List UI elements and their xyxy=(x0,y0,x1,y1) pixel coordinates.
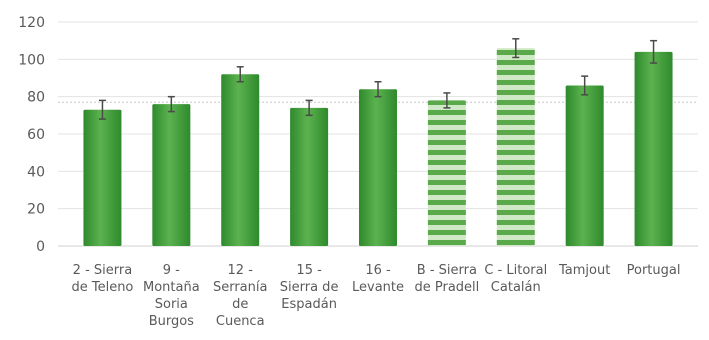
x-axis-labels: 2 - Sierra de Teleno 9 - Montaña Soria Burgos… xyxy=(71,263,680,329)
bar xyxy=(359,89,397,246)
bar xyxy=(152,104,191,246)
x-category-label: 16 - Levante xyxy=(352,263,404,295)
x-category-label-line: 12 - xyxy=(228,263,254,278)
x-category-label-line: de Teleno xyxy=(71,280,133,295)
x-category-label: 2 - Sierra de Teleno xyxy=(71,263,133,295)
x-category-label-line: Montaña xyxy=(143,280,200,295)
x-category-label-line: de xyxy=(232,297,248,312)
x-category-label-line: Soria xyxy=(155,297,188,312)
x-category-label: Tamjout xyxy=(558,263,610,278)
y-axis-ticks: 0 20 40 60 80 100 120 xyxy=(18,15,45,255)
y-tick-label: 20 xyxy=(27,202,45,218)
bar xyxy=(427,100,466,247)
y-tick-label: 40 xyxy=(27,164,45,180)
x-category-label: B - Sierra de Pradell xyxy=(414,263,479,295)
x-category-label-line: 2 - Sierra xyxy=(73,263,133,278)
x-category-label-line: Espadán xyxy=(281,297,337,312)
error-bars xyxy=(98,38,658,120)
x-category-label-line: Sierra de xyxy=(280,280,339,295)
x-category-label-line: 16 - xyxy=(365,263,391,278)
bar xyxy=(83,109,122,246)
bar xyxy=(634,51,673,246)
x-category-label: 15 - Sierra de Espadán xyxy=(280,263,339,312)
x-category-label-line: Levante xyxy=(352,280,404,295)
x-category-label: 12 - Serranía de Cuenca xyxy=(213,263,268,329)
x-category-label-line: Tamjout xyxy=(558,263,610,278)
bar xyxy=(290,107,329,246)
bar xyxy=(496,48,535,247)
x-category-label-line: C - Litoral xyxy=(484,263,547,278)
bar xyxy=(221,74,260,247)
bar xyxy=(565,85,604,246)
x-category-label-line: Burgos xyxy=(149,314,194,329)
x-category-label-line: Serranía xyxy=(213,280,268,295)
y-tick-label: 80 xyxy=(27,90,45,106)
x-category-label-line: Portugal xyxy=(627,263,681,278)
x-category-label-line: Catalán xyxy=(491,280,541,295)
y-tick-label: 60 xyxy=(27,127,45,143)
x-category-label-line: B - Sierra xyxy=(417,263,477,278)
x-category-label: C - Litoral Catalán xyxy=(484,263,547,295)
x-category-label: 9 - Montaña Soria Burgos xyxy=(143,263,200,329)
x-category-label-line: 15 - xyxy=(296,263,322,278)
y-tick-label: 0 xyxy=(36,239,45,255)
x-category-label-line: 9 - xyxy=(163,263,180,278)
bars xyxy=(83,48,673,247)
x-category-label: Portugal xyxy=(627,263,681,278)
y-tick-label: 120 xyxy=(18,15,45,31)
y-tick-label: 100 xyxy=(18,52,45,68)
x-category-label-line: Cuenca xyxy=(216,314,265,329)
x-category-label-line: de Pradell xyxy=(414,280,479,295)
